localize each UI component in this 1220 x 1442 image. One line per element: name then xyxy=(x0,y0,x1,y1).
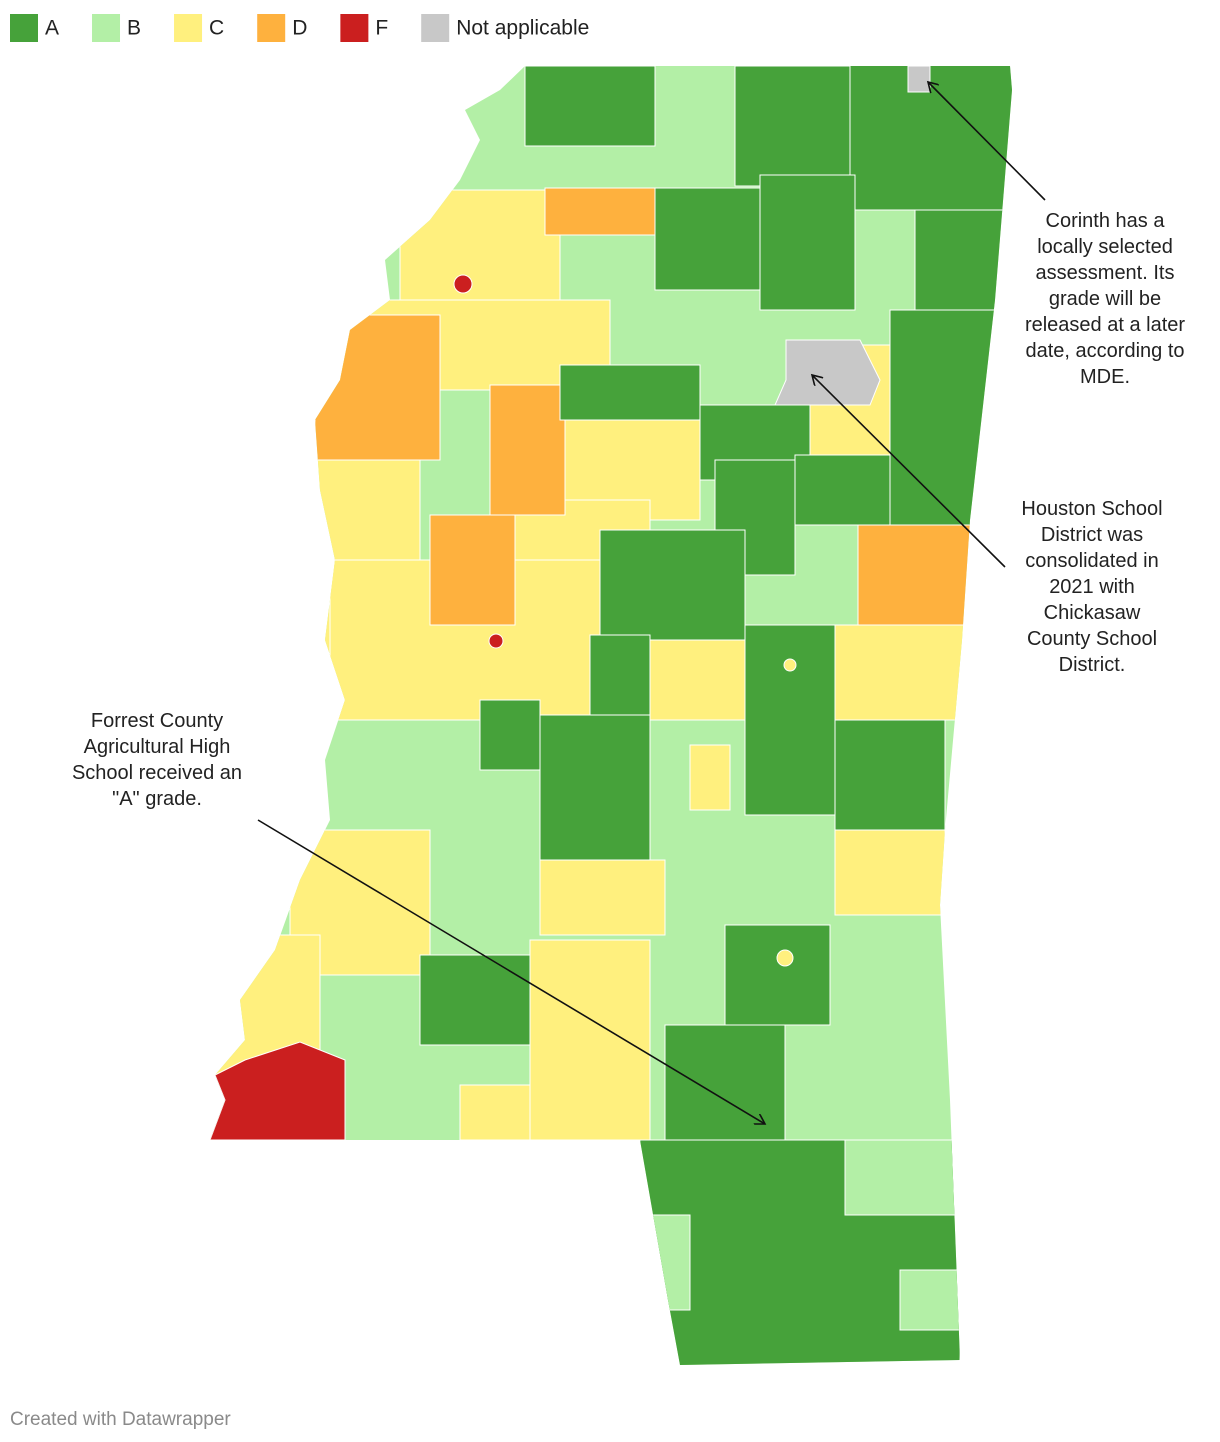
district xyxy=(524,66,656,147)
district xyxy=(776,949,794,967)
district xyxy=(624,1214,691,1311)
annotation-line: released at a later xyxy=(1025,314,1185,336)
annotation-line: Forrest County xyxy=(91,710,223,732)
district xyxy=(834,829,946,916)
annotation-arrows xyxy=(257,82,1046,1124)
map xyxy=(210,66,1012,1365)
legend: A B C D F Not applicable xyxy=(10,14,589,42)
legend-swatch xyxy=(340,14,369,42)
annotation-line: Agricultural High xyxy=(84,736,231,758)
annotation-line: locally selected xyxy=(1037,236,1173,258)
district xyxy=(794,454,891,526)
district xyxy=(849,66,1012,211)
district xyxy=(857,524,971,626)
annotation-line: School received an xyxy=(72,762,242,784)
district xyxy=(844,1139,956,1216)
legend-label: C xyxy=(209,17,224,40)
arrow xyxy=(812,375,1006,568)
annotations: Corinth has a locally selected assessment.… xyxy=(72,210,1185,810)
legend-swatch xyxy=(10,14,38,42)
arrow xyxy=(928,82,1046,201)
district xyxy=(210,1041,346,1141)
district xyxy=(599,529,746,641)
district xyxy=(314,314,441,461)
annotation-line: District was xyxy=(1041,524,1143,546)
annotation-line: Corinth has a xyxy=(1046,210,1166,232)
district xyxy=(734,66,851,187)
annotation-line: MDE. xyxy=(1080,366,1130,388)
district xyxy=(834,624,966,721)
district xyxy=(783,658,797,672)
annotation-line: County School xyxy=(1027,628,1157,650)
annotation-line: assessment. Its xyxy=(1036,262,1175,284)
district xyxy=(834,719,946,831)
district xyxy=(724,924,831,1026)
annotation-line: "A" grade. xyxy=(112,788,202,810)
district xyxy=(589,634,651,721)
legend-swatch xyxy=(257,14,286,42)
district xyxy=(399,189,561,301)
footer: Created with Datawrapper xyxy=(10,1409,231,1430)
district xyxy=(907,66,931,93)
annotation-line: 2021 with xyxy=(1049,576,1135,598)
legend-label: B xyxy=(127,17,141,40)
district xyxy=(459,1084,531,1141)
legend-label: D xyxy=(292,17,307,40)
district xyxy=(914,209,1012,311)
district xyxy=(889,309,1001,526)
district xyxy=(544,187,656,236)
legend-swatch xyxy=(174,14,203,42)
legend-label: A xyxy=(45,17,59,40)
arrow xyxy=(257,819,765,1124)
district xyxy=(774,339,881,406)
district xyxy=(559,364,701,421)
legend-swatch xyxy=(92,14,121,42)
district xyxy=(744,624,836,816)
district xyxy=(539,859,666,936)
district xyxy=(899,1269,971,1331)
annotation-line: date, according to xyxy=(1026,340,1185,362)
district xyxy=(453,274,473,294)
annotation-line: District. xyxy=(1059,654,1126,676)
district xyxy=(539,714,651,861)
district xyxy=(689,744,731,811)
annotation-line: grade will be xyxy=(1049,288,1161,310)
legend-swatch xyxy=(421,14,450,42)
district xyxy=(419,954,531,1046)
district xyxy=(759,174,856,311)
district xyxy=(488,633,504,649)
annotation-line: Houston School xyxy=(1021,498,1162,520)
legend-label: Not applicable xyxy=(456,17,589,40)
district xyxy=(429,514,516,626)
district xyxy=(649,624,746,721)
legend-label: F xyxy=(375,17,388,40)
annotation-line: Chickasaw xyxy=(1044,602,1141,624)
district xyxy=(489,384,566,516)
district xyxy=(479,699,541,771)
annotation-line: consolidated in xyxy=(1025,550,1158,572)
district xyxy=(654,187,761,291)
district xyxy=(529,939,651,1141)
